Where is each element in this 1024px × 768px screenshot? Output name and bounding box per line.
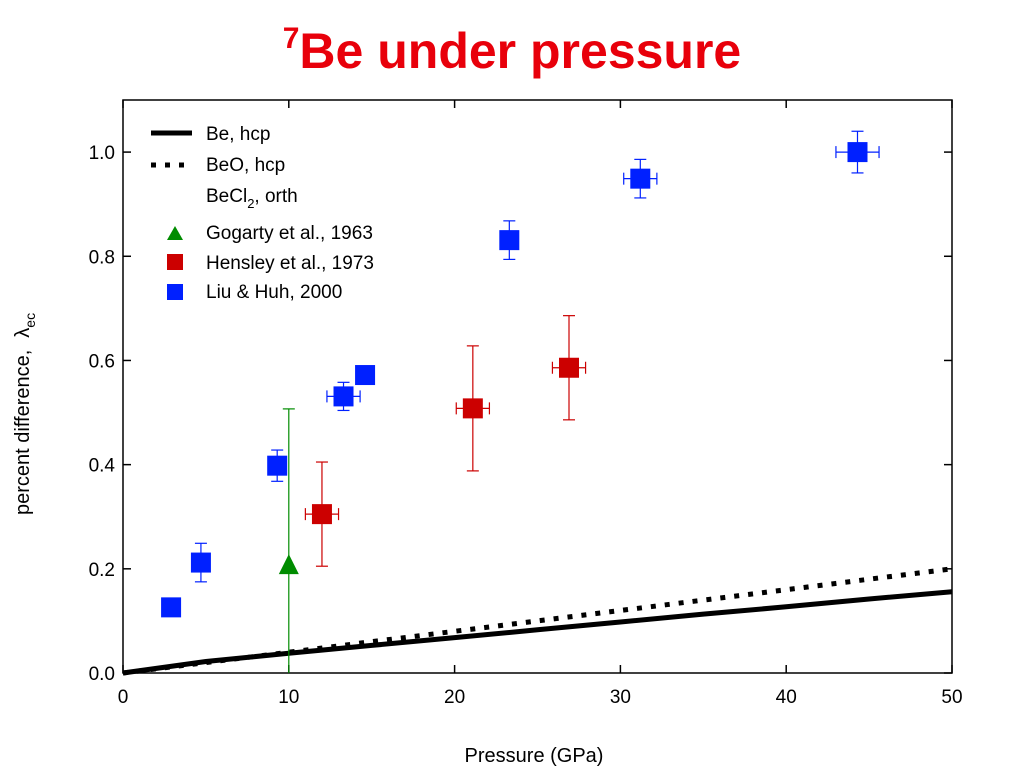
legend-label-hensley: Hensley et al., 1973 <box>206 253 374 274</box>
x-tick-label: 20 <box>444 687 465 708</box>
y-tick-label: 0.4 <box>89 456 116 477</box>
y-axis-label-group: percent difference, λec <box>12 313 38 515</box>
y-axis-label-symbol: λ <box>12 328 34 338</box>
plot-frame <box>122 99 953 674</box>
legend-becl2-sub: 2 <box>247 196 254 211</box>
data-point-gogarty <box>278 554 299 575</box>
y-tick-label: 0.8 <box>89 247 115 268</box>
legend-marker-liu <box>167 284 183 300</box>
legend-label-becl2-orth: BeCl2, orth <box>206 186 298 211</box>
x-tick-label: 50 <box>941 687 962 708</box>
legend-marker-gogarty <box>167 226 183 240</box>
y-axis-label: percent difference, λec <box>12 313 38 515</box>
title-main: Be under pressure <box>299 23 742 79</box>
x-tick-label: 0 <box>118 687 129 708</box>
data-point-hensley <box>559 357 580 378</box>
data-point-hensley <box>311 504 332 525</box>
y-axis-label-subscript: ec <box>22 313 38 328</box>
legend: Be, hcp BeO, hcp BeCl2, orth Gogarty et … <box>151 124 374 303</box>
data-point-hensley <box>462 398 483 419</box>
chart-title: 7Be under pressure <box>0 22 1024 80</box>
legend-label-be-hcp: Be, hcp <box>206 124 270 145</box>
data-point-liu <box>630 168 651 189</box>
data-point-liu <box>267 455 288 476</box>
data-point-liu <box>847 142 868 163</box>
y-tick-label: 0.6 <box>89 351 115 372</box>
x-tick-label: 30 <box>610 687 631 708</box>
data-point-liu <box>161 597 182 618</box>
legend-marker-hensley <box>167 254 183 270</box>
x-axis-label: Pressure (GPa) <box>465 745 604 767</box>
legend-becl2-main: BeCl <box>206 186 247 207</box>
data-point-liu <box>190 552 211 573</box>
y-tick-label: 0.0 <box>89 664 115 685</box>
legend-label-gogarty: Gogarty et al., 1963 <box>206 223 373 244</box>
legend-label-beo-hcp: BeO, hcp <box>206 155 285 176</box>
data-point-liu <box>499 230 520 251</box>
legend-label-liu: Liu & Huh, 2000 <box>206 282 342 303</box>
data-point-liu <box>355 365 376 386</box>
x-tick-label: 40 <box>776 687 797 708</box>
y-axis-label-text: percent difference, <box>12 350 34 515</box>
x-tick-label: 10 <box>278 687 299 708</box>
y-tick-label: 0.2 <box>89 560 115 581</box>
line-be-hcp <box>122 589 953 676</box>
title-superscript: 7 <box>282 22 300 56</box>
data-point-liu <box>333 386 354 407</box>
legend-becl2-tail: , orth <box>254 186 297 207</box>
y-tick-label: 1.0 <box>89 143 115 164</box>
